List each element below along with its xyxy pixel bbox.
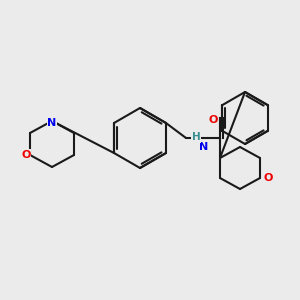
Text: N: N — [47, 118, 57, 128]
Text: O: O — [263, 173, 273, 183]
Text: H: H — [192, 132, 200, 142]
Text: O: O — [21, 150, 31, 160]
Text: N: N — [200, 142, 208, 152]
Text: O: O — [208, 115, 218, 125]
